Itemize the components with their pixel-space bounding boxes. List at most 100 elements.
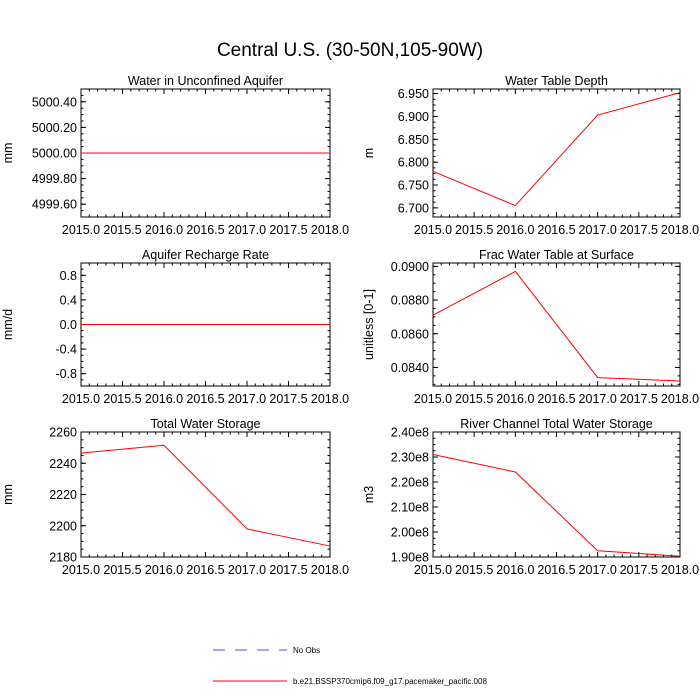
- x-tick-label: 2015.0: [414, 392, 452, 406]
- x-tick-label: 2017.5: [620, 223, 658, 237]
- y-tick-label: 2220: [49, 488, 77, 502]
- x-tick-label: 2016.5: [186, 392, 224, 406]
- x-tick-label: 2016.0: [496, 223, 534, 237]
- y-tick-label: 4999.80: [32, 172, 77, 186]
- x-tick-label: 2015.5: [455, 563, 493, 577]
- y-tick-label: 2.30e8: [391, 451, 429, 465]
- y-axis-label: m3: [362, 486, 376, 503]
- x-tick-label: 2015.0: [414, 223, 452, 237]
- panel-title: Frac Water Table at Surface: [479, 248, 634, 262]
- x-tick-label: 2016.5: [537, 392, 575, 406]
- x-tick-label: 2017.5: [269, 223, 307, 237]
- x-tick-label: 2018.0: [661, 392, 699, 406]
- x-tick-label: 2015.5: [103, 392, 141, 406]
- y-tick-label: 4999.60: [32, 198, 77, 212]
- x-tick-label: 2016.0: [145, 392, 183, 406]
- x-tick-label: 2017.0: [228, 392, 266, 406]
- y-tick-label: 1.90e8: [391, 551, 429, 565]
- y-tick-label: 2.10e8: [391, 501, 429, 515]
- x-tick-label: 2016.5: [537, 223, 575, 237]
- x-tick-label: 2018.0: [311, 223, 349, 237]
- y-tick-label: 0.0860: [391, 327, 429, 341]
- y-tick-label: 6.700: [398, 201, 429, 215]
- panel-title: River Channel Total Water Storage: [460, 417, 653, 431]
- x-tick-label: 2016.0: [145, 223, 183, 237]
- y-tick-label: 2180: [49, 551, 77, 565]
- y-tick-label: 6.750: [398, 179, 429, 193]
- y-tick-label: 0.0840: [391, 361, 429, 375]
- panel-title: Water in Unconfined Aquifer: [128, 74, 283, 88]
- x-tick-label: 2017.5: [620, 392, 658, 406]
- x-tick-label: 2017.5: [269, 563, 307, 577]
- chart-panel-3: Aquifer Recharge Rate mm/d 2015.0 2015.5 201…: [1, 248, 349, 406]
- series-line: [80, 444, 331, 547]
- chart-panel-6: River Channel Total Water Storage m3 2015.…: [362, 417, 699, 577]
- x-tick-label: 2018.0: [311, 392, 349, 406]
- figure-title: Central U.S. (30-50N,105-90W): [216, 40, 484, 61]
- x-tick-label: 2018.0: [661, 223, 699, 237]
- y-axis-label: mm: [1, 143, 15, 164]
- y-tick-label: 2.00e8: [391, 526, 429, 540]
- y-tick-label: -0.4: [55, 343, 77, 357]
- y-tick-label: 5000.00: [32, 147, 77, 161]
- y-tick-label: 0.0900: [391, 260, 429, 274]
- y-axis-label: m: [362, 148, 376, 158]
- panel-title: Total Water Storage: [150, 417, 260, 431]
- y-tick-label: 2.40e8: [391, 426, 429, 440]
- y-tick-label: 6.950: [398, 87, 429, 101]
- x-tick-label: 2015.0: [62, 223, 100, 237]
- x-tick-label: 2017.5: [620, 563, 658, 577]
- chart-panel-1: Water in Unconfined Aquifer mm 2015.0 2015.…: [1, 74, 349, 237]
- x-tick-label: 2015.0: [62, 392, 100, 406]
- x-tick-label: 2017.0: [579, 392, 617, 406]
- x-tick-label: 2018.0: [311, 563, 349, 577]
- x-tick-label: 2017.5: [269, 392, 307, 406]
- y-tick-label: 5000.40: [32, 95, 77, 109]
- x-tick-label: 2017.0: [579, 223, 617, 237]
- y-tick-label: 5000.20: [32, 121, 77, 135]
- series-line: [432, 92, 681, 207]
- y-tick-label: 2.20e8: [391, 476, 429, 490]
- x-tick-label: 2016.0: [496, 392, 534, 406]
- legend: No Obs b.e21.BSSP370cmip6.f09_g17.pacemak…: [213, 646, 487, 686]
- y-tick-label: -0.8: [55, 367, 77, 381]
- x-tick-label: 2015.5: [103, 563, 141, 577]
- chart-panel-4: Frac Water Table at Surface unitless [0-1…: [362, 248, 699, 406]
- y-tick-label: 2260: [49, 426, 77, 440]
- x-tick-label: 2016.5: [186, 223, 224, 237]
- x-tick-label: 2018.0: [661, 563, 699, 577]
- y-axis-label: mm: [1, 484, 15, 505]
- y-tick-label: 0.0880: [391, 294, 429, 308]
- legend-label: No Obs: [293, 646, 320, 655]
- y-tick-label: 2240: [49, 457, 77, 471]
- series-line: [432, 454, 681, 557]
- plot-frame: [432, 88, 681, 218]
- x-tick-label: 2015.5: [455, 392, 493, 406]
- y-tick-label: 0.0: [60, 318, 77, 332]
- plot-frame: [432, 431, 681, 558]
- y-tick-label: 6.800: [398, 156, 429, 170]
- x-tick-label: 2016.5: [537, 563, 575, 577]
- y-axis-label: unitless [0-1]: [362, 289, 376, 360]
- x-tick-label: 2016.5: [186, 563, 224, 577]
- x-tick-label: 2017.0: [228, 563, 266, 577]
- series-line: [432, 270, 681, 382]
- x-tick-label: 2015.5: [103, 223, 141, 237]
- x-tick-label: 2016.0: [145, 563, 183, 577]
- x-tick-label: 2015.5: [455, 223, 493, 237]
- x-tick-label: 2017.0: [579, 563, 617, 577]
- x-tick-label: 2015.0: [62, 563, 100, 577]
- chart-panel-2: Water Table Depth m 2015.0 2015.5 2016.0 2016…: [362, 74, 699, 237]
- panel-title: Water Table Depth: [505, 74, 608, 88]
- y-tick-label: 0.4: [60, 293, 77, 307]
- x-tick-label: 2017.0: [228, 223, 266, 237]
- x-tick-label: 2015.0: [414, 563, 452, 577]
- y-tick-label: 6.900: [398, 110, 429, 124]
- y-tick-label: 0.8: [60, 269, 77, 283]
- legend-label: b.e21.BSSP370cmip6.f09_g17.pacemaker_pac…: [293, 677, 487, 686]
- y-axis-label: mm/d: [1, 309, 15, 340]
- y-tick-label: 2200: [49, 519, 77, 533]
- x-tick-label: 2016.0: [496, 563, 534, 577]
